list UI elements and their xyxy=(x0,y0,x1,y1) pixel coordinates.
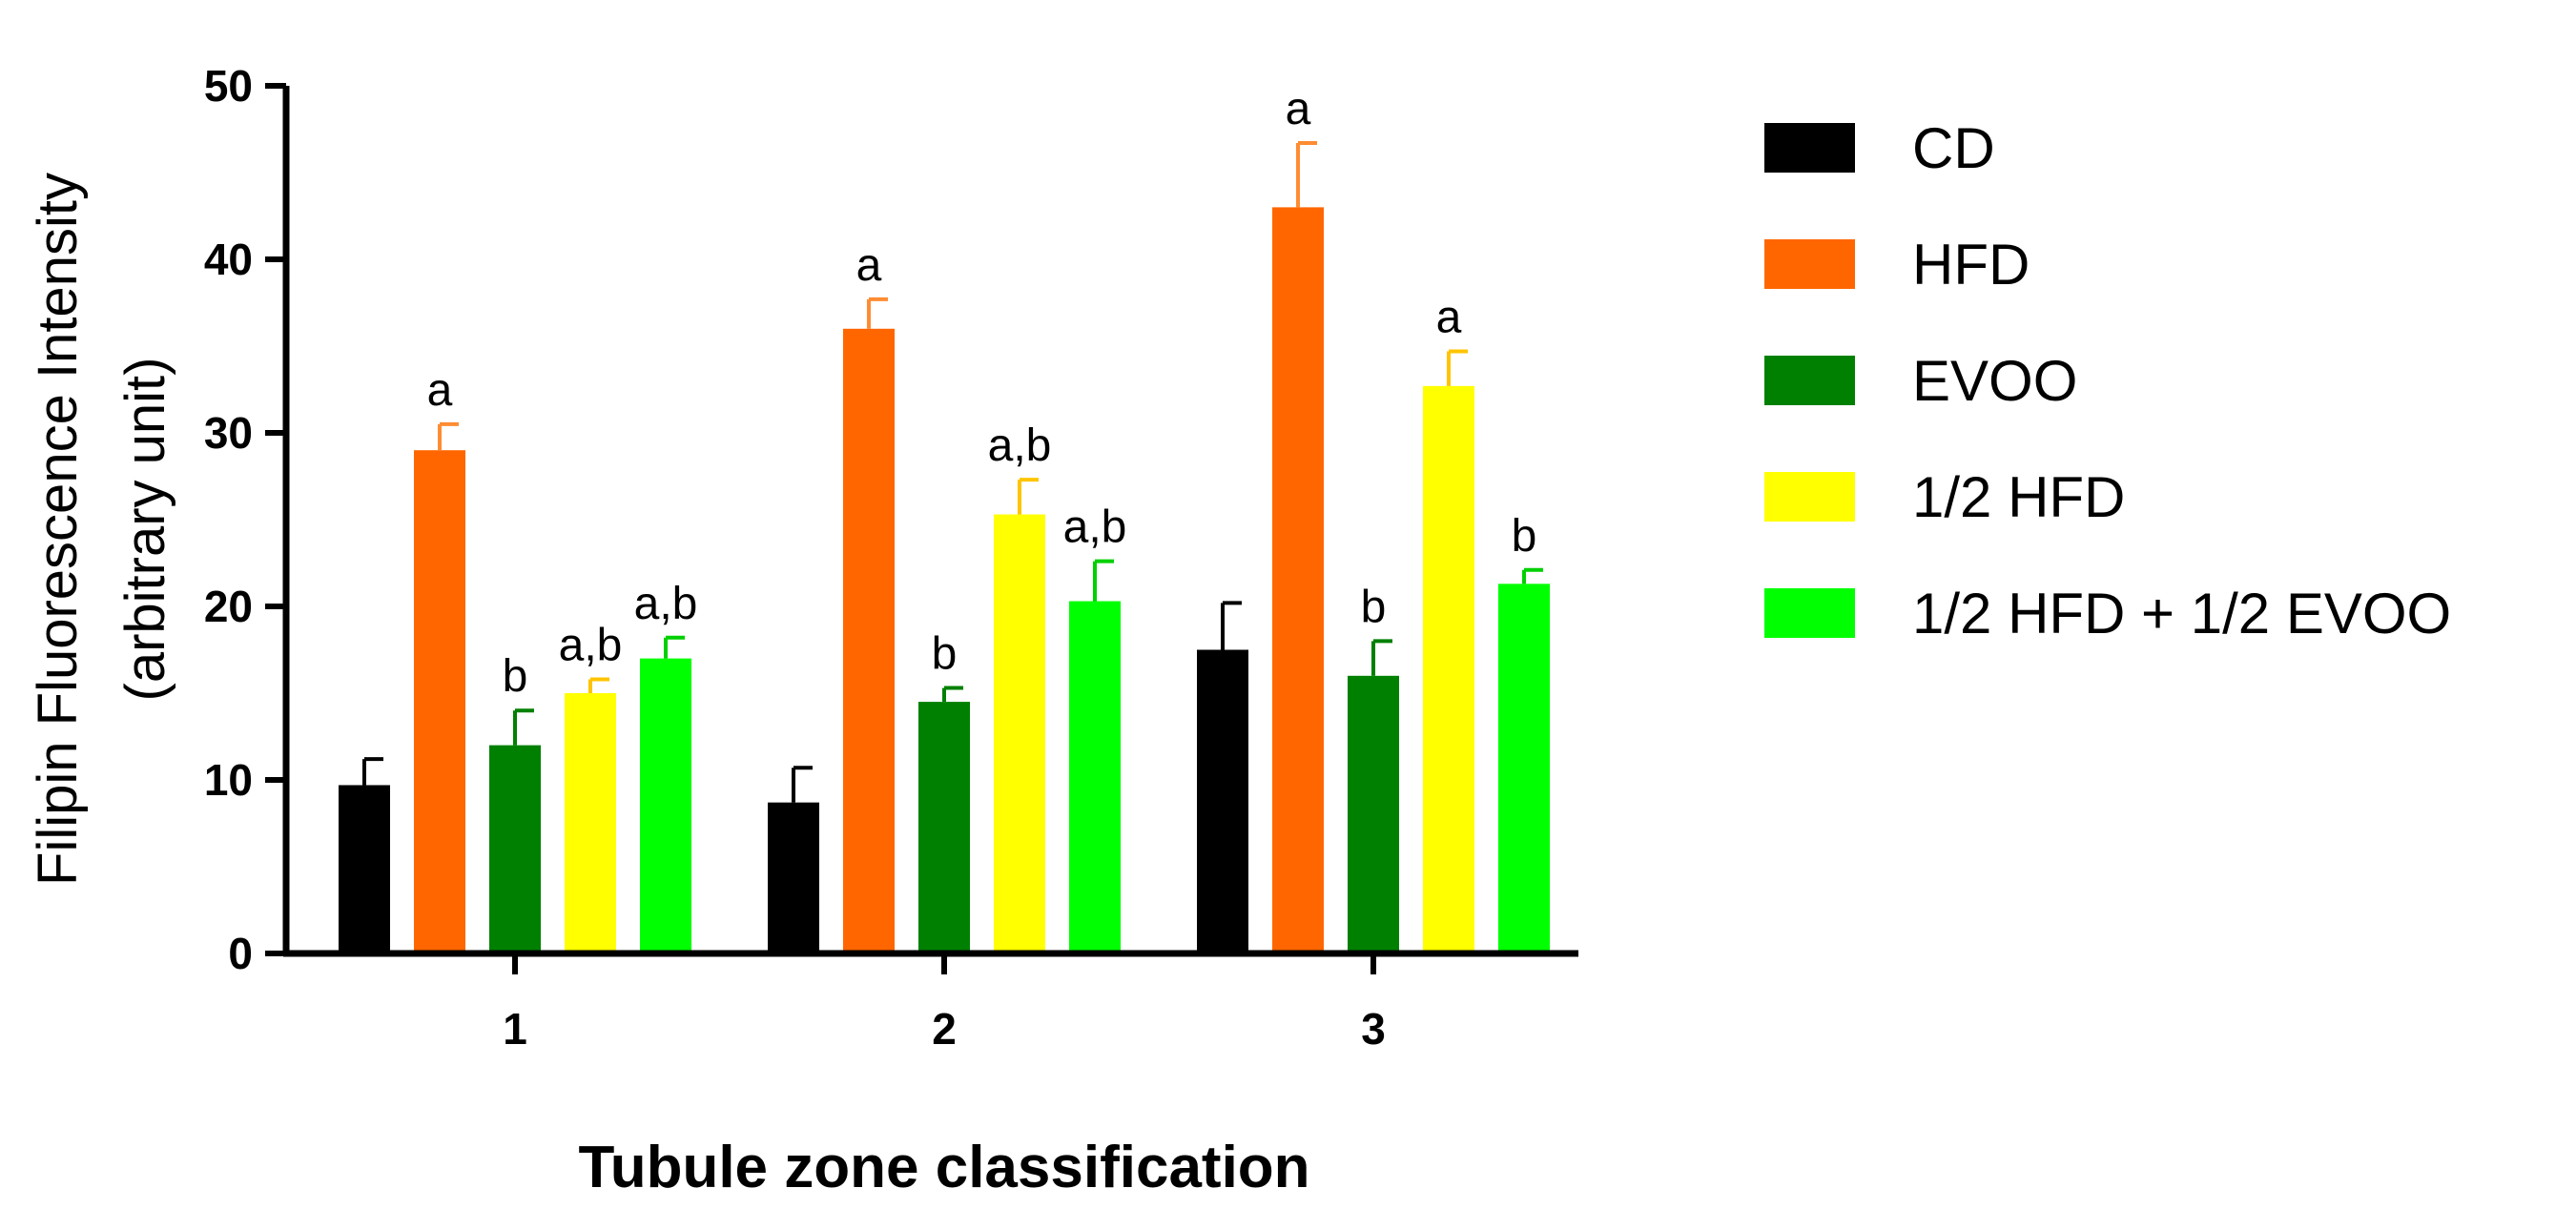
x-tick-label-1: 1 xyxy=(503,1004,527,1054)
bar-evoo-zone-3 xyxy=(1348,675,1399,953)
bar-cd-zone-3 xyxy=(1197,649,1248,953)
significance-label-1-2-hfd-1-2-evoo-zone-1: a,b xyxy=(634,579,698,629)
significance-label-hfd-zone-3: a xyxy=(1286,84,1311,134)
axes-layer: 0 10 20 30 40 50 1 2 3 xyxy=(204,61,1578,1054)
significance-label-1-2-hfd-zone-2: a,b xyxy=(988,420,1052,471)
bar-cd-zone-2 xyxy=(768,802,819,953)
significance-label-1-2-hfd-1-2-evoo-zone-2: a,b xyxy=(1063,502,1127,553)
significance-label-hfd-zone-2: a xyxy=(856,240,882,291)
bar-hfd-zone-2 xyxy=(843,328,895,953)
bar-1-2-hfd-1-2-evoo-zone-2 xyxy=(1069,601,1121,953)
bar-cd-zone-1 xyxy=(339,785,390,953)
bar-evoo-zone-2 xyxy=(918,702,970,953)
y-tick-label-20: 20 xyxy=(204,582,253,631)
x-tick-label-2: 2 xyxy=(932,1004,957,1054)
bar-1-2-hfd-1-2-evoo-zone-3 xyxy=(1498,584,1550,953)
x-axis-title: Tubule zone classification xyxy=(578,1135,1309,1200)
legend-label-1-2-hfd: 1/2 HFD xyxy=(1912,465,2125,529)
legend-label-hfd: HFD xyxy=(1912,233,2030,297)
significance-label-hfd-zone-1: a xyxy=(427,365,453,416)
y-axis-label-line-2: (arbitrary unit) xyxy=(114,358,176,702)
bar-hfd-zone-3 xyxy=(1272,207,1324,953)
legend: CD HFD EVOO 1/2 HFD 1/2 HFD + 1/2 EVOO xyxy=(1764,116,2451,645)
significance-label-evoo-zone-3: b xyxy=(1361,582,1387,632)
legend-swatch-evoo xyxy=(1764,356,1855,405)
significance-label-1-2-hfd-zone-1: a,b xyxy=(559,620,623,670)
y-tick-label-30: 30 xyxy=(204,408,253,458)
bar-1-2-hfd-1-2-evoo-zone-1 xyxy=(640,658,691,953)
legend-label-cd: CD xyxy=(1912,116,1995,180)
legend-label-1-2-hfd-1-2-evoo: 1/2 HFD + 1/2 EVOO xyxy=(1912,582,2451,645)
legend-label-evoo: EVOO xyxy=(1912,349,2077,413)
y-tick-label-0: 0 xyxy=(228,929,253,978)
bar-evoo-zone-1 xyxy=(489,745,541,953)
legend-swatch-1-2-hfd-1-2-evoo xyxy=(1764,588,1855,638)
legend-swatch-cd xyxy=(1764,123,1855,173)
bar-1-2-hfd-zone-2 xyxy=(994,514,1045,953)
y-tick-label-10: 10 xyxy=(204,755,253,805)
significance-label-evoo-zone-1: b xyxy=(503,651,528,702)
bar-hfd-zone-1 xyxy=(414,450,465,953)
significance-label-evoo-zone-2: b xyxy=(932,629,958,680)
significance-label-1-2-hfd-1-2-evoo-zone-3: b xyxy=(1512,511,1537,562)
x-tick-label-3: 3 xyxy=(1361,1004,1386,1054)
legend-swatch-1-2-hfd xyxy=(1764,472,1855,522)
significance-label-1-2-hfd-zone-3: a xyxy=(1436,292,1462,342)
bar-1-2-hfd-zone-3 xyxy=(1423,385,1474,953)
bar-1-2-hfd-zone-1 xyxy=(565,693,616,953)
y-tick-label-40: 40 xyxy=(204,235,253,284)
y-tick-label-50: 50 xyxy=(204,61,253,111)
y-axis-label-line-1: Filipin Fluorescence Intensity xyxy=(27,173,89,886)
legend-swatch-hfd xyxy=(1764,239,1855,289)
